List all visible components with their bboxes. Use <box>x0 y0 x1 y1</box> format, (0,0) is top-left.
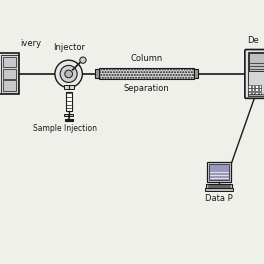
FancyBboxPatch shape <box>259 92 261 95</box>
FancyBboxPatch shape <box>194 69 198 78</box>
Circle shape <box>80 57 86 63</box>
FancyBboxPatch shape <box>95 69 99 78</box>
FancyBboxPatch shape <box>255 85 258 87</box>
FancyBboxPatch shape <box>1 55 17 93</box>
FancyBboxPatch shape <box>206 184 232 188</box>
Text: Sample Injection: Sample Injection <box>33 124 97 133</box>
Text: Column: Column <box>130 54 163 63</box>
FancyBboxPatch shape <box>66 92 72 111</box>
FancyBboxPatch shape <box>248 88 251 91</box>
FancyBboxPatch shape <box>252 88 254 91</box>
Text: Injector: Injector <box>53 43 85 52</box>
Circle shape <box>55 60 82 88</box>
FancyBboxPatch shape <box>0 53 19 95</box>
Text: Separation: Separation <box>124 84 169 93</box>
Text: ivery: ivery <box>20 39 41 48</box>
FancyBboxPatch shape <box>259 85 261 87</box>
FancyBboxPatch shape <box>99 68 194 79</box>
Circle shape <box>65 70 73 78</box>
FancyBboxPatch shape <box>65 119 73 121</box>
Circle shape <box>60 65 77 82</box>
Text: Data P: Data P <box>205 194 233 203</box>
FancyBboxPatch shape <box>248 92 251 95</box>
FancyBboxPatch shape <box>209 164 229 180</box>
FancyBboxPatch shape <box>3 69 16 79</box>
FancyBboxPatch shape <box>207 162 231 182</box>
FancyBboxPatch shape <box>252 85 254 87</box>
FancyBboxPatch shape <box>248 52 264 96</box>
FancyBboxPatch shape <box>205 188 233 191</box>
FancyBboxPatch shape <box>3 57 16 68</box>
FancyBboxPatch shape <box>64 114 73 116</box>
Text: De: De <box>248 36 259 45</box>
FancyBboxPatch shape <box>249 53 264 71</box>
FancyBboxPatch shape <box>245 50 264 98</box>
FancyBboxPatch shape <box>3 81 16 91</box>
FancyBboxPatch shape <box>255 88 258 91</box>
FancyBboxPatch shape <box>255 92 258 95</box>
FancyBboxPatch shape <box>64 85 74 89</box>
FancyBboxPatch shape <box>252 92 254 95</box>
FancyBboxPatch shape <box>248 94 264 96</box>
FancyBboxPatch shape <box>259 88 261 91</box>
FancyBboxPatch shape <box>248 85 251 87</box>
